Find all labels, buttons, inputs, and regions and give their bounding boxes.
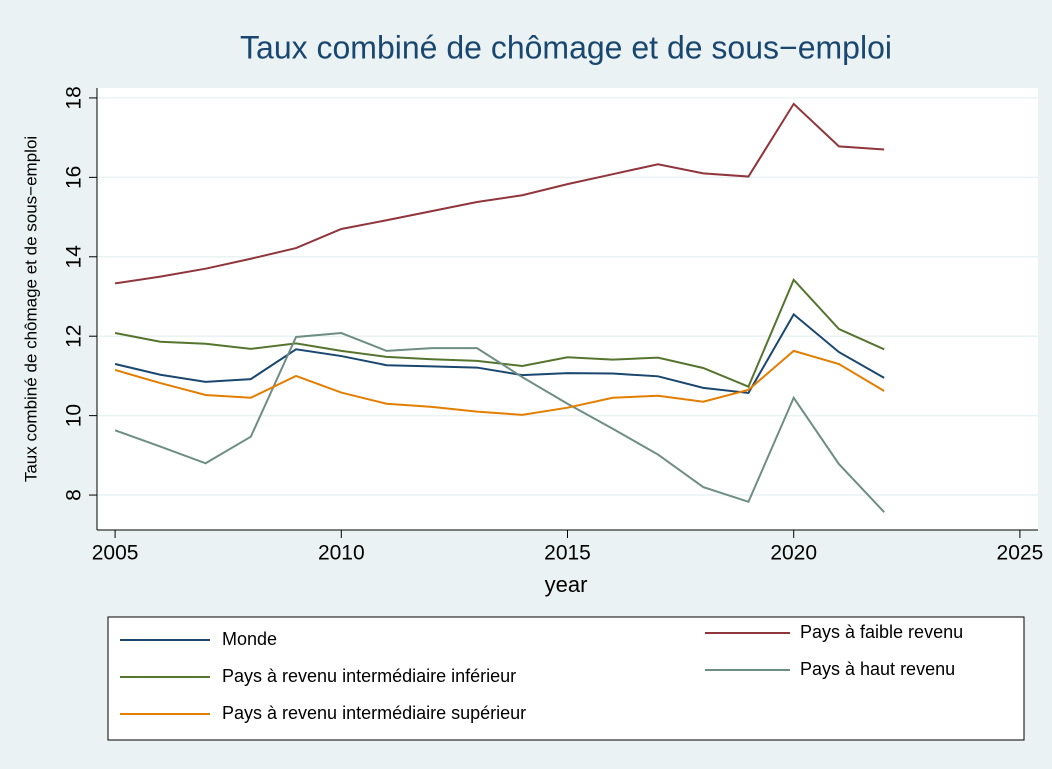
legend-label: Monde bbox=[222, 629, 277, 649]
x-tick-label: 2020 bbox=[770, 542, 817, 565]
y-axis-label: Taux combiné de chômage et de sous−emplo… bbox=[21, 136, 40, 482]
x-tick-label: 2025 bbox=[997, 542, 1044, 565]
legend-label: Pays à revenu intermédiaire inférieur bbox=[222, 666, 516, 686]
line-series bbox=[114, 332, 885, 513]
y-tick-label: 16 bbox=[63, 166, 86, 189]
y-tick-label: 14 bbox=[63, 245, 86, 269]
x-tick-label: 2005 bbox=[92, 542, 139, 565]
legend-label: Pays à revenu intermédiaire supérieur bbox=[222, 703, 526, 723]
x-tick-label: 2010 bbox=[318, 542, 365, 565]
chart-title: Taux combiné de chômage et de sous−emplo… bbox=[240, 29, 892, 65]
legend-label: Pays à faible revenu bbox=[800, 622, 963, 642]
legend bbox=[107, 616, 1025, 741]
y-tick-label: 8 bbox=[63, 489, 86, 501]
y-tick-label: 10 bbox=[63, 404, 86, 427]
plot-area bbox=[97, 88, 1038, 530]
legend-label: Pays à haut revenu bbox=[800, 659, 955, 679]
line-series bbox=[114, 312, 885, 395]
x-axis-label: year bbox=[545, 572, 588, 597]
x-tick-label: 2015 bbox=[544, 542, 591, 565]
line-series bbox=[114, 349, 885, 416]
y-tick-label: 18 bbox=[63, 86, 86, 109]
y-tick-label: 12 bbox=[63, 325, 86, 348]
line-series bbox=[114, 102, 885, 285]
